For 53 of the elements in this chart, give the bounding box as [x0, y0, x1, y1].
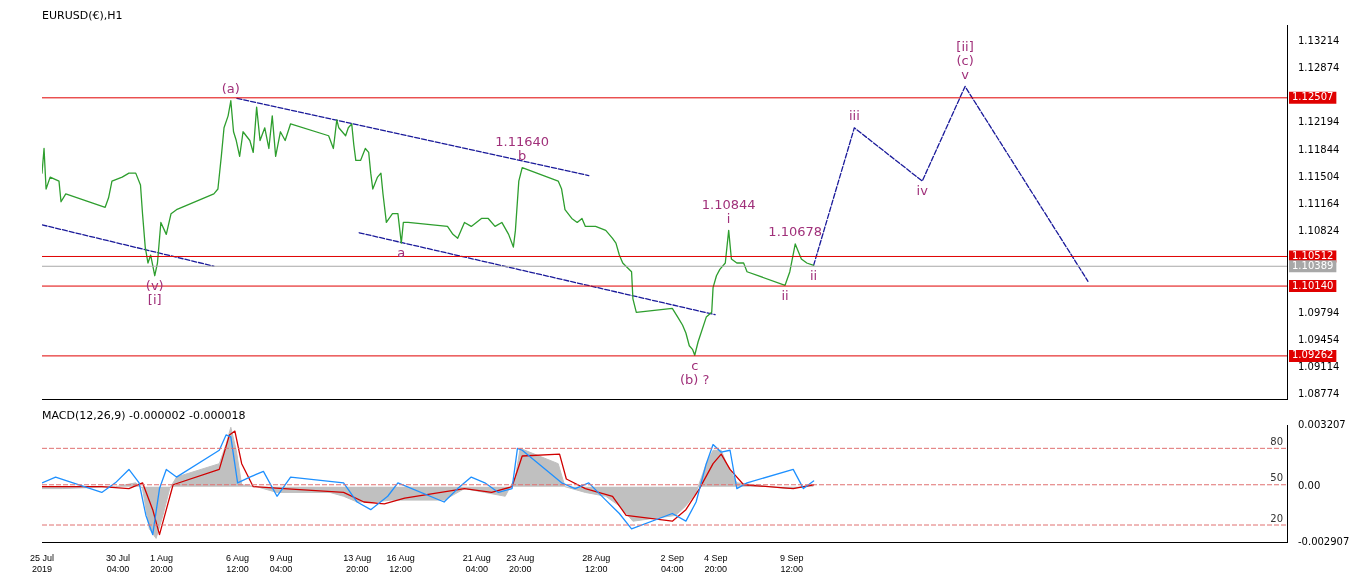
- annotation: 80: [1270, 435, 1283, 447]
- x-tick-label: 16 Aug 12:00: [386, 553, 415, 575]
- x-tick-label: 25 Jul 2019: [29, 553, 55, 575]
- annotation: ii: [781, 287, 789, 303]
- x-tick-label: 4 Sep 20:00: [704, 553, 728, 575]
- annotation: i: [726, 210, 731, 226]
- ref-line-label: 1.10512: [1292, 250, 1334, 262]
- x-tick-label: 23 Aug 20:00: [506, 553, 535, 575]
- ref-line-label: 1.10389: [1292, 259, 1334, 271]
- ref-line-label: 1.10140: [1292, 279, 1334, 291]
- annotation: (c): [956, 52, 974, 68]
- y-tick-label: -0.002907: [1298, 535, 1350, 547]
- y-tick-label: 1.11844: [1298, 144, 1340, 156]
- y-tick-label: 1.10824: [1298, 225, 1340, 237]
- y-tick-label: 1.11504: [1298, 171, 1340, 183]
- annotation: iv: [916, 183, 929, 199]
- ref-line-label: 1.09262: [1292, 349, 1334, 361]
- y-tick-label: 0.00: [1298, 480, 1321, 492]
- y-tick-label: 1.12194: [1298, 116, 1340, 128]
- annotation: [ii]: [956, 38, 974, 54]
- annotation: ii: [809, 267, 818, 283]
- x-tick-label: 1 Aug 20:00: [150, 553, 174, 575]
- y-tick-label: 1.11164: [1298, 198, 1340, 210]
- chart-title: MACD(12,26,9) -0.000002 -0.000018: [42, 409, 246, 423]
- y-tick-label: 1.08774: [1298, 388, 1340, 400]
- x-tick-label: 6 Aug 12:00: [226, 553, 250, 575]
- x-tick-label: 2 Sep 04:00: [660, 553, 685, 575]
- x-tick-label: 13 Aug 20:00: [343, 553, 372, 575]
- y-tick-label: 0.003207: [1298, 418, 1346, 430]
- annotation: 20: [1270, 512, 1283, 524]
- annotation: v: [961, 66, 970, 82]
- x-tick-label: 30 Jul 04:00: [106, 553, 131, 575]
- annotation: iii: [848, 108, 860, 124]
- x-tick-label: 21 Aug 04:00: [462, 553, 491, 575]
- annotation: (a): [221, 81, 240, 97]
- annotation: b: [518, 147, 527, 163]
- annotation: 50: [1270, 472, 1283, 484]
- y-tick-label: 1.13214: [1298, 35, 1340, 47]
- x-tick-label: 28 Aug 12:00: [582, 553, 611, 575]
- x-tick-label: 9 Aug 04:00: [269, 553, 293, 575]
- annotation: 1.10678: [768, 224, 823, 240]
- annotation: c: [691, 357, 699, 373]
- y-tick-label: 1.12874: [1298, 62, 1340, 74]
- annotation: [i]: [147, 292, 162, 308]
- annotation: 1.11640: [495, 133, 550, 149]
- ref-line-label: 1.12507: [1292, 91, 1334, 103]
- x-tick-label: 9 Sep 12:00: [780, 553, 804, 575]
- annotation: (b) ?: [680, 371, 710, 387]
- y-tick-label: 1.09794: [1298, 307, 1340, 319]
- annotation: 1.10844: [701, 196, 756, 212]
- chart-title: EURUSD(€),H1: [42, 9, 123, 23]
- y-tick-label: 1.09114: [1298, 361, 1340, 373]
- y-tick-label: 1.09454: [1298, 334, 1340, 346]
